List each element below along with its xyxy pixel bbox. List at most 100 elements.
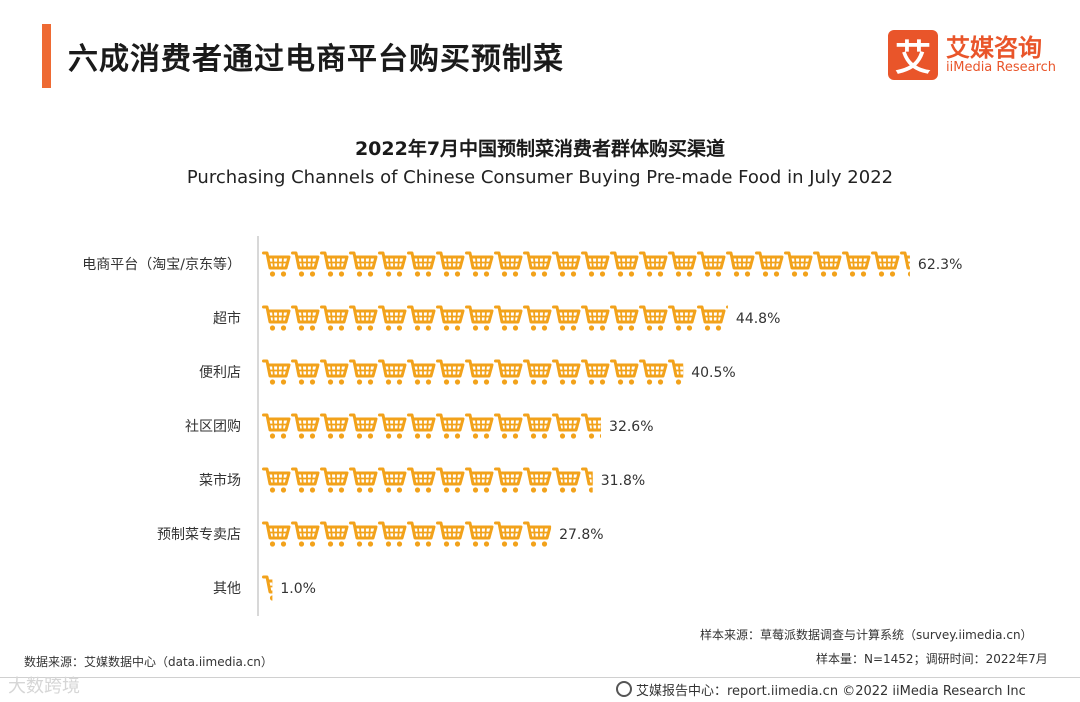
shopping-cart-icon	[523, 251, 552, 279]
shopping-cart-icon	[407, 413, 436, 441]
data-label: 32.6%	[609, 419, 653, 435]
shopping-cart-icon	[494, 413, 523, 441]
shopping-cart-icon	[610, 305, 639, 333]
shopping-cart-icon	[697, 251, 726, 279]
shopping-cart-icon	[581, 359, 610, 387]
bar-2: 便利店 40.5%	[199, 359, 736, 387]
shopping-cart-icon	[378, 413, 407, 441]
shopping-cart-icon	[465, 305, 494, 333]
shopping-cart-icon	[262, 467, 291, 495]
shopping-cart-icon	[639, 305, 668, 333]
shopping-cart-icon	[842, 251, 871, 279]
footer-divider	[0, 677, 1080, 678]
shopping-cart-icon	[349, 251, 378, 279]
shopping-cart-icon	[407, 521, 436, 549]
shopping-cart-icon	[465, 251, 494, 279]
shopping-cart-icon	[349, 413, 378, 441]
shopping-cart-icon	[262, 359, 291, 387]
watermark: 大数跨境	[8, 676, 80, 697]
shopping-cart-icon	[320, 521, 349, 549]
shopping-cart-icon	[552, 251, 581, 279]
shopping-cart-icon	[291, 251, 320, 279]
category-label: 预制菜专卖店	[157, 527, 241, 543]
shopping-cart-icon	[581, 251, 610, 279]
bar-0: 电商平台（淘宝/京东等） 62.3%	[82, 251, 962, 279]
bar-icons	[262, 305, 728, 333]
shopping-cart-icon	[697, 305, 726, 333]
shopping-cart-icon	[320, 467, 349, 495]
shopping-cart-icon	[465, 521, 494, 549]
shopping-cart-icon	[436, 521, 465, 549]
shopping-cart-icon	[581, 413, 602, 441]
shopping-cart-icon	[262, 521, 291, 549]
shopping-cart-icon	[755, 251, 784, 279]
shopping-cart-icon	[378, 467, 407, 495]
bar-1: 超市 44.8%	[213, 305, 780, 333]
shopping-cart-icon	[436, 467, 465, 495]
shopping-cart-icon	[465, 359, 494, 387]
shopping-cart-icon	[320, 359, 349, 387]
shopping-cart-icon	[726, 251, 755, 279]
bar-5: 预制菜专卖店 27.8%	[157, 521, 604, 549]
shopping-cart-icon	[407, 359, 436, 387]
shopping-cart-icon	[349, 359, 378, 387]
shopping-cart-icon	[291, 467, 320, 495]
bar-icons	[262, 359, 684, 387]
shopping-cart-icon	[813, 251, 842, 279]
category-label: 其他	[213, 581, 241, 597]
shopping-cart-icon	[378, 305, 407, 333]
logo-chinese-name: 艾媒咨询	[946, 34, 1042, 62]
shopping-cart-icon	[639, 251, 668, 279]
title-accent-bar	[42, 24, 51, 88]
sample-size-note: 样本量：N=1452；调研时间：2022年7月	[816, 652, 1048, 666]
category-label: 电商平台（淘宝/京东等）	[82, 256, 241, 273]
shopping-cart-icon	[668, 251, 697, 279]
data-label: 62.3%	[918, 257, 962, 273]
shopping-cart-icon	[523, 305, 552, 333]
shopping-cart-icon	[320, 251, 349, 279]
shopping-cart-icon	[407, 251, 436, 279]
data-label: 27.8%	[559, 527, 603, 543]
shopping-cart-icon	[436, 359, 465, 387]
shopping-cart-icon	[291, 413, 320, 441]
sample-source-note: 样本来源：草莓派数据调查与计算系统（survey.iimedia.cn）	[700, 628, 1033, 642]
shopping-cart-icon	[523, 467, 552, 495]
shopping-cart-icon	[465, 413, 494, 441]
globe-icon	[616, 681, 632, 697]
shopping-cart-icon	[378, 359, 407, 387]
shopping-cart-icon	[465, 467, 494, 495]
bar-6: 其他 1.0%	[213, 575, 316, 603]
shopping-cart-icon	[610, 359, 639, 387]
category-label: 超市	[213, 310, 241, 327]
shopping-cart-icon	[378, 251, 407, 279]
shopping-cart-icon	[494, 251, 523, 279]
category-label: 菜市场	[199, 472, 241, 489]
category-label: 社区团购	[185, 419, 241, 435]
shopping-cart-icon	[523, 521, 552, 549]
footer: 艾媒报告中心：report.iimedia.cn ©2022 iiMedia R…	[616, 680, 1026, 699]
shopping-cart-icon	[262, 413, 291, 441]
logo-english-name: iiMedia Research	[946, 60, 1057, 75]
shopping-cart-icon	[639, 359, 668, 387]
chart-title: 2022年7月中国预制菜消费者群体购买渠道	[354, 138, 726, 160]
shopping-cart-icon	[610, 251, 639, 279]
shopping-cart-icon	[523, 413, 552, 441]
logo-mark-icon: 艾	[888, 30, 938, 80]
shopping-cart-icon	[291, 359, 320, 387]
data-label: 44.8%	[736, 311, 780, 327]
shopping-cart-icon	[407, 467, 436, 495]
shopping-cart-icon	[262, 305, 291, 333]
shopping-cart-icon	[494, 359, 523, 387]
shopping-cart-icon	[349, 305, 378, 333]
data-label: 31.8%	[601, 473, 645, 489]
shopping-cart-icon	[349, 467, 378, 495]
data-source-note: 数据来源：艾媒数据中心（data.iimedia.cn）	[24, 655, 273, 669]
shopping-cart-icon	[552, 359, 581, 387]
shopping-cart-icon	[494, 305, 523, 333]
shopping-cart-icon	[668, 305, 697, 333]
shopping-cart-icon	[262, 251, 291, 279]
shopping-cart-icon	[349, 521, 378, 549]
bar-3: 社区团购 32.6%	[185, 413, 654, 441]
shopping-cart-icon	[784, 251, 813, 279]
pictorial-bar-chart: 电商平台（淘宝/京东等） 62.3% 超市 44.8% 便利店 40.5% 社区团购 32.6…	[82, 236, 962, 616]
